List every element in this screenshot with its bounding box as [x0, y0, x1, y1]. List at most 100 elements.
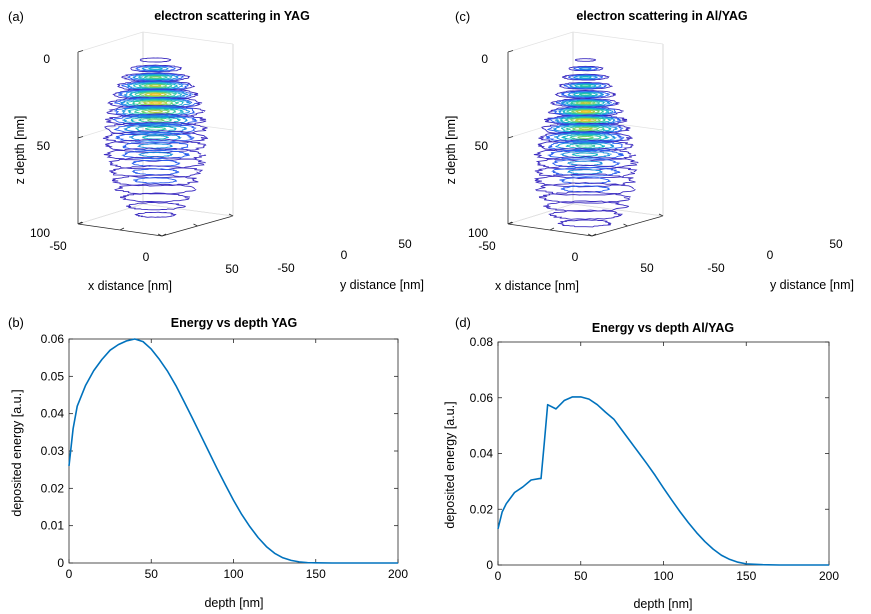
x-tick-mark: [161, 233, 167, 237]
contour-line: [564, 117, 607, 124]
contour-line: [560, 90, 611, 98]
axes-box: [497, 341, 830, 566]
contour-line: [127, 107, 184, 116]
contour-line: [552, 107, 618, 117]
plot-area-b: 0 50 100 150 200 0 0.01 0.02 0.03 0.04 0.05 0.06: [41, 332, 409, 581]
chart-title-c: electron scattering in Al/YAG: [576, 9, 747, 23]
contour-line: [551, 158, 621, 169]
contour-line: [139, 57, 172, 63]
contour-line: [120, 98, 191, 108]
y-tick-label: -50: [707, 261, 725, 275]
x-tick-label: -50: [478, 239, 496, 253]
contour-line: [569, 134, 602, 140]
contour-line: [131, 168, 180, 176]
x-tick-mark: [77, 221, 83, 225]
contour-line: [578, 127, 594, 131]
contour-line: [133, 177, 178, 184]
panel-c-3d-plot: (c) electron scattering in Al/YAG 0 50 1…: [444, 9, 854, 293]
contour-line: [123, 124, 188, 134]
contour-line: [551, 167, 621, 177]
contour-stack-c: [533, 58, 639, 228]
z-gridline: [77, 203, 234, 225]
axes-box: [68, 338, 399, 564]
panel-label-b: (b): [8, 315, 24, 330]
contour-line: [579, 84, 592, 87]
contour-line: [148, 101, 163, 105]
contour-line: [554, 90, 616, 99]
contour-line: [567, 91, 604, 98]
x-tick-label: 150: [306, 567, 326, 581]
contour-line: [559, 116, 612, 124]
contour-line: [555, 98, 616, 108]
y-tick-mark: [193, 223, 198, 227]
x-tick-label: 0: [495, 569, 502, 583]
contour-line: [580, 110, 592, 113]
x-tick-label: 0: [143, 250, 150, 264]
z-axis-label-a: z depth [nm]: [13, 116, 27, 185]
contour-line: [568, 74, 604, 80]
contour-line: [566, 169, 603, 175]
contour-line: [138, 91, 172, 97]
x-axis-label-a: x distance [nm]: [88, 279, 172, 293]
contour-line: [538, 130, 633, 144]
x-tick-label: 50: [145, 567, 159, 581]
y-tick-mark: [587, 233, 593, 237]
contour-line: [130, 64, 183, 73]
contour-line: [546, 123, 624, 135]
panel-d-line-chart: (d) Energy vs depth Al/YAG depth [nm] de…: [443, 315, 839, 611]
x-tick-label: 0: [66, 567, 73, 581]
axes-3d-c: [507, 31, 664, 237]
contour-line: [568, 65, 604, 72]
contour-line: [563, 82, 607, 89]
y-tick-label: 50: [398, 237, 412, 251]
contour-line: [147, 110, 163, 113]
z-gridline: [507, 31, 664, 53]
contour-line: [109, 165, 204, 179]
contour-line: [127, 73, 185, 82]
y-tick-label: 0.04: [470, 447, 494, 461]
contour-line: [564, 125, 606, 132]
contour-line: [561, 73, 610, 81]
contour-line: [138, 100, 174, 106]
contour-line: [535, 155, 639, 171]
contour-line: [558, 81, 614, 90]
z-gridline: [507, 203, 664, 225]
contour-line: [131, 73, 179, 81]
z-tick-mark: [77, 50, 84, 53]
y-tick-label: 0.06: [41, 332, 65, 346]
contour-line: [137, 151, 174, 158]
y-axis-label-a: y distance [nm]: [340, 278, 424, 292]
contour-line: [579, 76, 592, 79]
contour-line: [558, 107, 614, 116]
x-tick-label: 50: [225, 262, 239, 276]
z-tick-label: 50: [37, 139, 51, 153]
y-tick-mark: [658, 213, 664, 217]
contour-line: [141, 109, 170, 114]
contour-line: [573, 92, 599, 97]
contour-line: [113, 106, 196, 118]
contour-line: [547, 115, 622, 126]
x-tick-label: 100: [653, 569, 673, 583]
y-tick-label: 0.05: [41, 369, 65, 383]
contour-line: [141, 135, 169, 140]
contour-line: [557, 219, 612, 228]
x-axis-label-d: depth [nm]: [633, 597, 692, 611]
contour-line: [577, 135, 594, 139]
contour-line: [108, 156, 206, 171]
z-tick-label: 0: [481, 52, 488, 66]
contour-line: [549, 98, 620, 108]
contour-line: [560, 185, 611, 193]
contour-line: [544, 131, 625, 144]
chart-title-b: Energy vs depth YAG: [171, 316, 297, 330]
z-tick-label: 100: [468, 226, 488, 240]
contour-line: [572, 66, 600, 71]
z-tick-label: 100: [30, 226, 50, 240]
x-tick-mark: [549, 227, 555, 231]
contour-line: [565, 143, 606, 150]
contour-line: [146, 118, 166, 122]
y-axis-label-d: deposited energy [a.u.]: [443, 401, 457, 528]
contour-line: [143, 75, 168, 80]
y-tick-label: 0.01: [41, 519, 65, 533]
contour-line: [579, 119, 593, 122]
